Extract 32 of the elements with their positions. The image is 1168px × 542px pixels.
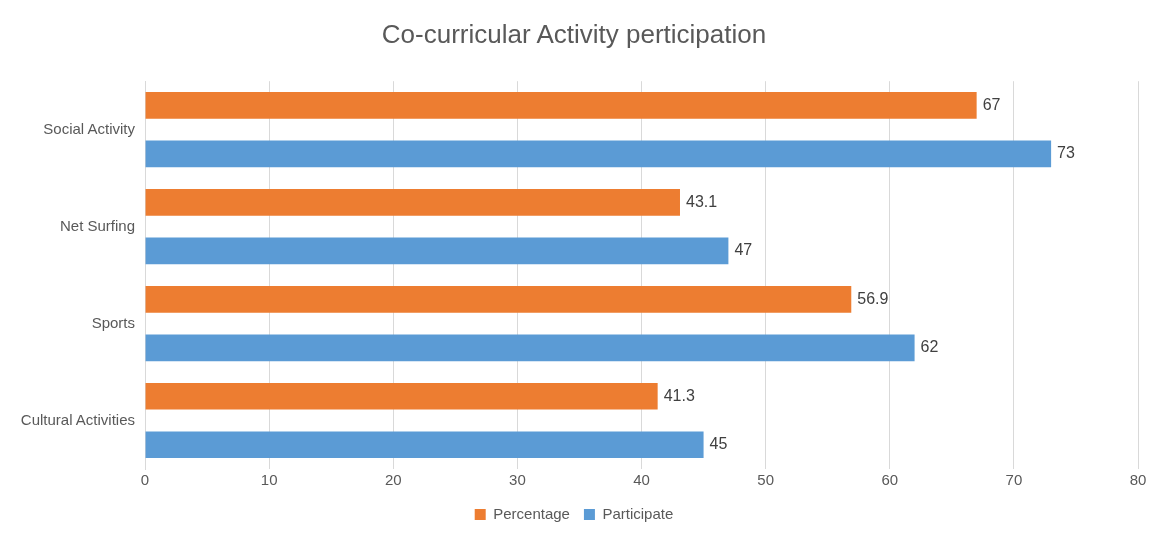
data-label: 43.1	[685, 192, 718, 210]
bar	[145, 92, 977, 119]
bar	[145, 334, 915, 362]
legend-label: Percentage	[493, 504, 570, 522]
data-label: 67	[982, 95, 1001, 113]
x-tick-label: 70	[1005, 471, 1023, 489]
bar	[145, 237, 729, 265]
x-tick-label: 30	[509, 471, 526, 489]
y-tick-label: Cultural Activities	[20, 410, 136, 428]
x-tick-label: 50	[757, 471, 774, 489]
chart-title: Co-curricular Activity perticipation	[381, 18, 767, 49]
data-label: 47	[734, 241, 753, 259]
x-tick-label: 10	[260, 471, 278, 489]
data-label: 62	[920, 338, 939, 356]
x-tick-label: 40	[633, 471, 650, 489]
x-tick-label: 60	[881, 471, 899, 489]
y-tick-label: Sports	[91, 313, 136, 331]
bar	[145, 140, 1052, 168]
legend-label: Participate	[602, 504, 674, 522]
data-label: 45	[709, 435, 728, 453]
y-tick-label: Net Surfing	[59, 216, 136, 234]
data-label: 41.3	[663, 386, 695, 404]
y-tick-label: Social Activity	[43, 119, 136, 137]
data-label: 56.9	[857, 289, 889, 307]
x-tick-label: 80	[1129, 471, 1147, 489]
bar	[145, 431, 704, 459]
x-tick-label: 0	[140, 471, 150, 489]
bar	[145, 382, 658, 410]
data-label: 73	[1057, 144, 1076, 162]
bar	[145, 286, 852, 313]
bar	[145, 189, 680, 216]
x-tick-label: 20	[384, 471, 402, 489]
